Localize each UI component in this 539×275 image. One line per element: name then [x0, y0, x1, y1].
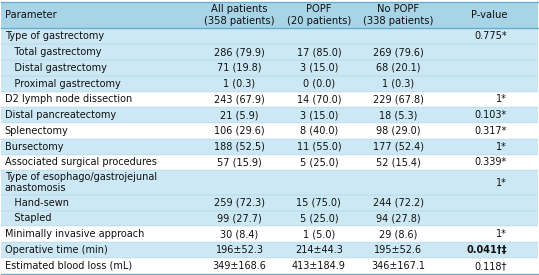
Text: 68 (20.1): 68 (20.1)	[376, 63, 420, 73]
Text: P-value: P-value	[471, 10, 507, 20]
Text: 3 (15.0): 3 (15.0)	[300, 110, 338, 120]
Text: 0.041†‡: 0.041†‡	[467, 245, 507, 255]
Text: 8 (40.0): 8 (40.0)	[300, 126, 338, 136]
Text: Parameter: Parameter	[5, 10, 57, 20]
Bar	[2, 76, 537, 92]
Text: 259 (72.3): 259 (72.3)	[214, 198, 265, 208]
Text: POPF
(20 patients): POPF (20 patients)	[287, 4, 351, 26]
Text: 1*: 1*	[496, 178, 507, 188]
Text: 1*: 1*	[496, 229, 507, 239]
Bar	[2, 211, 537, 226]
Text: Distal pancreatectomy: Distal pancreatectomy	[5, 110, 116, 120]
Bar	[2, 155, 537, 170]
Text: 286 (79.9): 286 (79.9)	[214, 47, 265, 57]
Text: 15 (75.0): 15 (75.0)	[296, 198, 341, 208]
Text: 346±167.1: 346±167.1	[371, 261, 425, 271]
Text: 71 (19.8): 71 (19.8)	[217, 63, 262, 73]
Text: Proximal gastrectomy: Proximal gastrectomy	[5, 79, 120, 89]
Text: 21 (5.9): 21 (5.9)	[220, 110, 259, 120]
Text: 1 (5.0): 1 (5.0)	[303, 229, 335, 239]
Text: Total gastrectomy: Total gastrectomy	[5, 47, 101, 57]
Text: Distal gastrectomy: Distal gastrectomy	[5, 63, 107, 73]
Text: 177 (52.4): 177 (52.4)	[372, 142, 424, 152]
Bar	[2, 107, 537, 123]
Text: 229 (67.8): 229 (67.8)	[373, 94, 424, 104]
Text: 30 (8.4): 30 (8.4)	[220, 229, 259, 239]
Text: 214±44.3: 214±44.3	[295, 245, 343, 255]
Text: 94 (27.8): 94 (27.8)	[376, 213, 420, 223]
Text: 0.775*: 0.775*	[474, 31, 507, 41]
Text: 29 (8.6): 29 (8.6)	[379, 229, 417, 239]
Bar	[2, 60, 537, 76]
Text: 188 (52.5): 188 (52.5)	[214, 142, 265, 152]
Text: 52 (15.4): 52 (15.4)	[376, 158, 420, 167]
Text: 5 (25.0): 5 (25.0)	[300, 158, 338, 167]
Text: 0.317*: 0.317*	[475, 126, 507, 136]
Text: Hand-sewn: Hand-sewn	[5, 198, 68, 208]
Text: 5 (25.0): 5 (25.0)	[300, 213, 338, 223]
Text: 1*: 1*	[496, 142, 507, 152]
Text: Bursectomy: Bursectomy	[5, 142, 63, 152]
Text: 3 (15.0): 3 (15.0)	[300, 63, 338, 73]
Text: 195±52.6: 195±52.6	[374, 245, 422, 255]
Text: Type of esophago/gastrojejunal
anastomosis: Type of esophago/gastrojejunal anastomos…	[5, 172, 157, 193]
Text: 1 (0.3): 1 (0.3)	[223, 79, 255, 89]
Text: 98 (29.0): 98 (29.0)	[376, 126, 420, 136]
Text: Splenectomy: Splenectomy	[5, 126, 68, 136]
Text: Type of gastrectomy: Type of gastrectomy	[5, 31, 103, 41]
Text: 1 (0.3): 1 (0.3)	[382, 79, 414, 89]
Text: 413±184.9: 413±184.9	[292, 261, 346, 271]
Bar	[2, 170, 537, 195]
Text: 18 (5.3): 18 (5.3)	[379, 110, 417, 120]
Text: Stapled: Stapled	[5, 213, 51, 223]
Text: 106 (29.6): 106 (29.6)	[214, 126, 265, 136]
Bar	[2, 28, 537, 44]
Bar	[2, 226, 537, 242]
Text: 57 (15.9): 57 (15.9)	[217, 158, 262, 167]
Text: 17 (85.0): 17 (85.0)	[296, 47, 341, 57]
Text: 269 (79.6): 269 (79.6)	[373, 47, 424, 57]
Text: Estimated blood loss (mL): Estimated blood loss (mL)	[5, 261, 132, 271]
Text: Minimally invasive approach: Minimally invasive approach	[5, 229, 144, 239]
Text: 243 (67.9): 243 (67.9)	[214, 94, 265, 104]
Text: Operative time (min): Operative time (min)	[5, 245, 107, 255]
Text: D2 lymph node dissection: D2 lymph node dissection	[5, 94, 132, 104]
Bar	[2, 195, 537, 211]
Bar	[2, 123, 537, 139]
Bar	[2, 2, 537, 28]
Text: 0.118†: 0.118†	[475, 261, 507, 271]
Text: All patients
(358 patients): All patients (358 patients)	[204, 4, 275, 26]
Text: 0.339*: 0.339*	[475, 158, 507, 167]
Bar	[2, 44, 537, 60]
Text: 244 (72.2): 244 (72.2)	[372, 198, 424, 208]
Text: 14 (70.0): 14 (70.0)	[296, 94, 341, 104]
Text: 1*: 1*	[496, 94, 507, 104]
Text: Associated surgical procedures: Associated surgical procedures	[5, 158, 156, 167]
Text: 196±52.3: 196±52.3	[216, 245, 264, 255]
Text: No POPF
(338 patients): No POPF (338 patients)	[363, 4, 433, 26]
Text: 0 (0.0): 0 (0.0)	[303, 79, 335, 89]
Text: 349±168.6: 349±168.6	[212, 261, 266, 271]
Bar	[2, 242, 537, 258]
Bar	[2, 258, 537, 274]
Bar	[2, 139, 537, 155]
Text: 11 (55.0): 11 (55.0)	[296, 142, 341, 152]
Text: 0.103*: 0.103*	[475, 110, 507, 120]
Bar	[2, 92, 537, 107]
Text: 99 (27.7): 99 (27.7)	[217, 213, 262, 223]
